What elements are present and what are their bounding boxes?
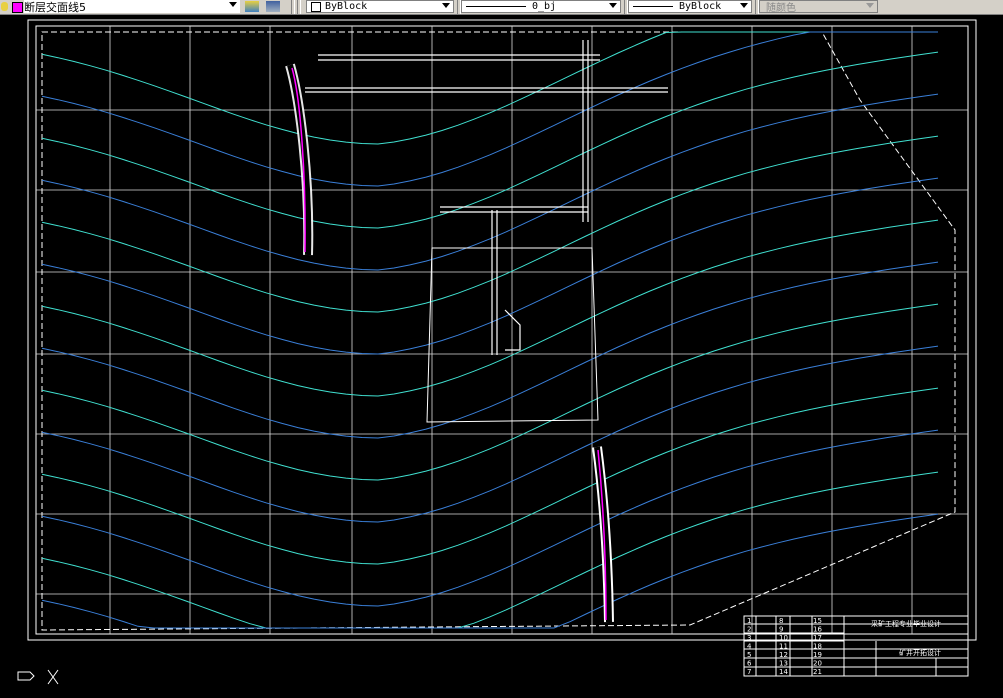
- title-block-number: 14: [779, 668, 788, 676]
- contour-lines: [41, 31, 939, 629]
- layer-dropdown[interactable]: 断层交面线5: [24, 0, 240, 14]
- color-dropdown[interactable]: ByBlock: [306, 0, 454, 13]
- contour-line: [41, 219, 939, 397]
- fault-zone-1: [285, 63, 314, 256]
- title-block-number: 8: [779, 617, 783, 625]
- title-block-number: 2: [747, 626, 751, 634]
- contour-line: [41, 51, 939, 229]
- fault-zone-2: [592, 446, 614, 623]
- plotstyle-value: 随颜色: [766, 3, 796, 14]
- ucs-icon: [17, 669, 59, 685]
- contour-line: [41, 429, 939, 607]
- title-block-number: 9: [779, 626, 783, 634]
- layer-color-swatch: [12, 2, 23, 13]
- lineweight-dropdown[interactable]: ByBlock: [628, 0, 752, 13]
- layer-name: 断层交面线5: [24, 0, 86, 14]
- title-block-number: 6: [747, 660, 752, 668]
- contour-line: [41, 135, 939, 313]
- contour-line: [41, 177, 939, 355]
- linetype-dropdown[interactable]: 0_bj: [461, 0, 621, 13]
- title-block-number: 12: [779, 651, 788, 659]
- mine-boundary: [41, 31, 956, 631]
- contour-line: [41, 31, 938, 187]
- contour-line: [41, 31, 938, 145]
- title-block-number: 10: [779, 634, 788, 642]
- contour-line: [41, 261, 939, 439]
- plotstyle-dropdown: 随颜色: [759, 0, 878, 14]
- title-block-line1: 采矿工程专业毕业设计: [871, 619, 941, 628]
- layer-manager-icon[interactable]: [266, 1, 280, 12]
- linetype-value: 0_bj: [532, 1, 557, 12]
- title-block-number: 17: [813, 634, 822, 642]
- title-block-number: 13: [779, 660, 788, 668]
- drawing-canvas[interactable]: 采矿工程专业毕业设计 矿井开拓设计 1234567891011121314151…: [0, 15, 1003, 698]
- title-block-number: 20: [813, 660, 822, 668]
- contour-line: [41, 471, 939, 629]
- title-block-line2: 矿井开拓设计: [899, 648, 941, 657]
- drawing-frame: [27, 19, 977, 641]
- title-block-number: 15: [813, 617, 822, 625]
- title-block-number: 1: [747, 617, 751, 625]
- lightbulb-icon[interactable]: [1, 2, 8, 11]
- coordinate-grid: [36, 26, 968, 634]
- contour-line: [41, 303, 939, 481]
- mine-workings: [305, 40, 668, 423]
- title-block-number: 11: [779, 643, 788, 651]
- contour-line: [41, 387, 939, 565]
- title-block-number: 19: [813, 651, 822, 659]
- title-block-number: 16: [813, 626, 822, 634]
- lineweight-value: ByBlock: [679, 1, 722, 12]
- layer-previous-icon[interactable]: [245, 1, 259, 12]
- title-block-number: 21: [813, 668, 822, 676]
- title-block-number: 3: [747, 634, 751, 642]
- title-block-number: 5: [747, 651, 751, 659]
- title-block-number: 18: [813, 643, 822, 651]
- title-block-number: 7: [747, 668, 751, 676]
- properties-toolbar: 断层交面线5 ByBlock 0_bj ByBlock 随颜色: [0, 0, 1003, 15]
- contour-line: [41, 345, 939, 523]
- contour-line: [41, 93, 939, 271]
- color-value: ByBlock: [325, 1, 368, 12]
- title-block: [743, 615, 969, 677]
- title-block-number: 4: [747, 643, 752, 651]
- contour-line: [41, 513, 939, 629]
